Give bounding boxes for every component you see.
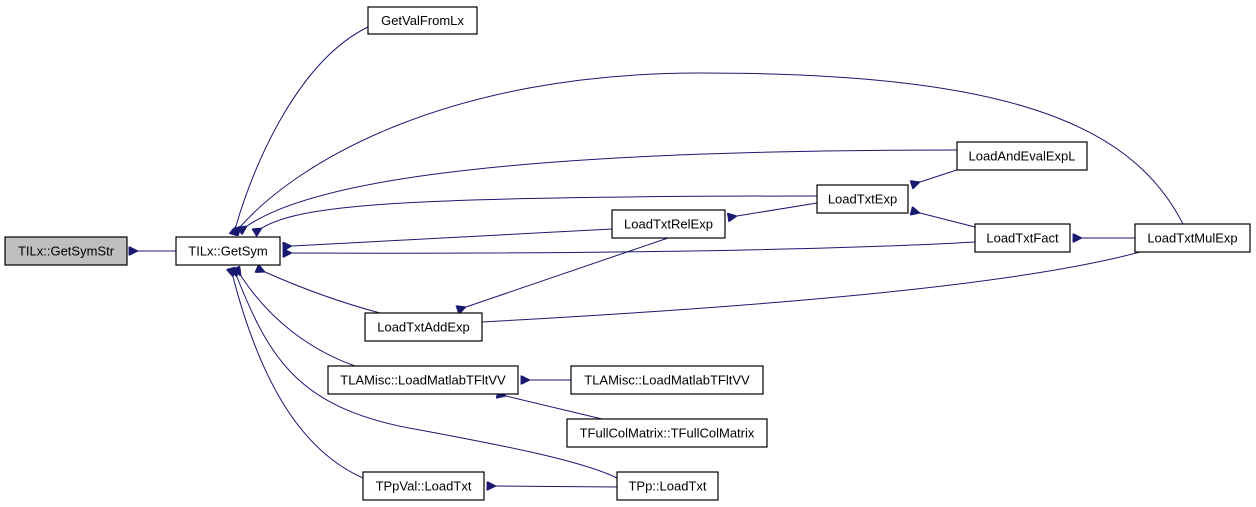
node-tppval[interactable]: TPpVal::LoadTxt bbox=[362, 471, 485, 501]
node-box bbox=[956, 141, 1088, 171]
edge-tpp-to-tppval bbox=[496, 486, 618, 487]
node-loadtxtfact[interactable]: LoadTxtFact bbox=[974, 223, 1071, 253]
node-label: LoadAndEvalExpL bbox=[969, 149, 1076, 164]
edge-loadtxtexp-to-loadtxtrelexp bbox=[737, 202, 818, 216]
edge-loadtxtmulexp-to-getsym bbox=[241, 72, 1184, 226]
node-box bbox=[175, 236, 281, 266]
node-label: LoadTxtRelExp bbox=[624, 217, 713, 232]
node-label: TFullColMatrix::TFullColMatrix bbox=[580, 426, 755, 441]
node-label: LoadTxtAddExp bbox=[377, 320, 470, 335]
node-loadandevalexpl[interactable]: LoadAndEvalExpL bbox=[956, 141, 1088, 171]
node-tpp[interactable]: TPp::LoadTxt bbox=[616, 471, 719, 501]
node-box bbox=[4, 236, 128, 266]
node-getsym[interactable]: TILx::GetSym bbox=[175, 236, 281, 266]
edge-loadtxtfact-to-getsym bbox=[292, 241, 976, 253]
node-label: TPpVal::LoadTxt bbox=[376, 479, 472, 494]
edge-loadtxtexp-to-getsym bbox=[262, 195, 818, 228]
node-box bbox=[616, 471, 719, 501]
edge-loadtxtrelexp-to-loadtxtaddexp bbox=[466, 237, 669, 307]
edge-getvalfromlx-to-getsym bbox=[236, 26, 369, 226]
node-label: LoadTxtExp bbox=[828, 192, 897, 207]
edge-loadtxtrelexp-to-getsym bbox=[292, 228, 613, 246]
node-label: TLAMisc::LoadMatlabTFltVV bbox=[340, 373, 506, 388]
edge-tfullcolmatrix-to-tlamisc-a bbox=[506, 396, 603, 420]
edge-loadandevalexpl-to-getsym bbox=[247, 149, 958, 226]
node-box bbox=[611, 209, 726, 239]
edge-tpp-to-getsym bbox=[237, 277, 618, 479]
edge-loadtxtfact-to-loadtxtexp bbox=[920, 213, 976, 228]
edge-tppval-to-getsym bbox=[233, 277, 364, 479]
node-tfullcolmatrix[interactable]: TFullColMatrix::TFullColMatrix bbox=[566, 418, 768, 448]
node-box bbox=[570, 365, 764, 395]
edge-loadtxtaddexp-to-getsym bbox=[265, 272, 381, 314]
node-box bbox=[327, 365, 519, 395]
node-box bbox=[816, 184, 909, 214]
edge-tlamisc-a-to-getsym bbox=[241, 276, 356, 367]
edge-loadtxtmulexp-to-loadtxtaddexp bbox=[482, 251, 1141, 322]
node-tlamisc-b[interactable]: TLAMisc::LoadMatlabTFltVV bbox=[570, 365, 764, 395]
node-box bbox=[367, 6, 478, 35]
node-getvalfromlx[interactable]: GetValFromLx bbox=[367, 6, 478, 35]
node-box bbox=[362, 471, 485, 501]
node-loadtxtrelexp[interactable]: LoadTxtRelExp bbox=[611, 209, 726, 239]
node-label: TILx::GetSym bbox=[188, 244, 267, 259]
node-tlamisc-a[interactable]: TLAMisc::LoadMatlabTFltVV bbox=[327, 365, 519, 395]
node-label: TLAMisc::LoadMatlabTFltVV bbox=[584, 373, 750, 388]
node-box bbox=[566, 418, 768, 448]
node-label: LoadTxtFact bbox=[986, 231, 1059, 246]
node-label: TPp::LoadTxt bbox=[628, 479, 706, 494]
node-label: TILx::GetSymStr bbox=[18, 244, 115, 259]
node-label: GetValFromLx bbox=[381, 13, 464, 28]
node-label: LoadTxtMulExp bbox=[1147, 231, 1237, 246]
node-getsymstr[interactable]: TILx::GetSymStr bbox=[4, 236, 128, 266]
node-box bbox=[364, 312, 483, 342]
node-box bbox=[974, 223, 1071, 253]
node-loadtxtexp[interactable]: LoadTxtExp bbox=[816, 184, 909, 214]
node-loadtxtaddexp[interactable]: LoadTxtAddExp bbox=[364, 312, 483, 342]
node-box bbox=[1134, 223, 1251, 253]
node-loadtxtmulexp[interactable]: LoadTxtMulExp bbox=[1134, 223, 1251, 253]
